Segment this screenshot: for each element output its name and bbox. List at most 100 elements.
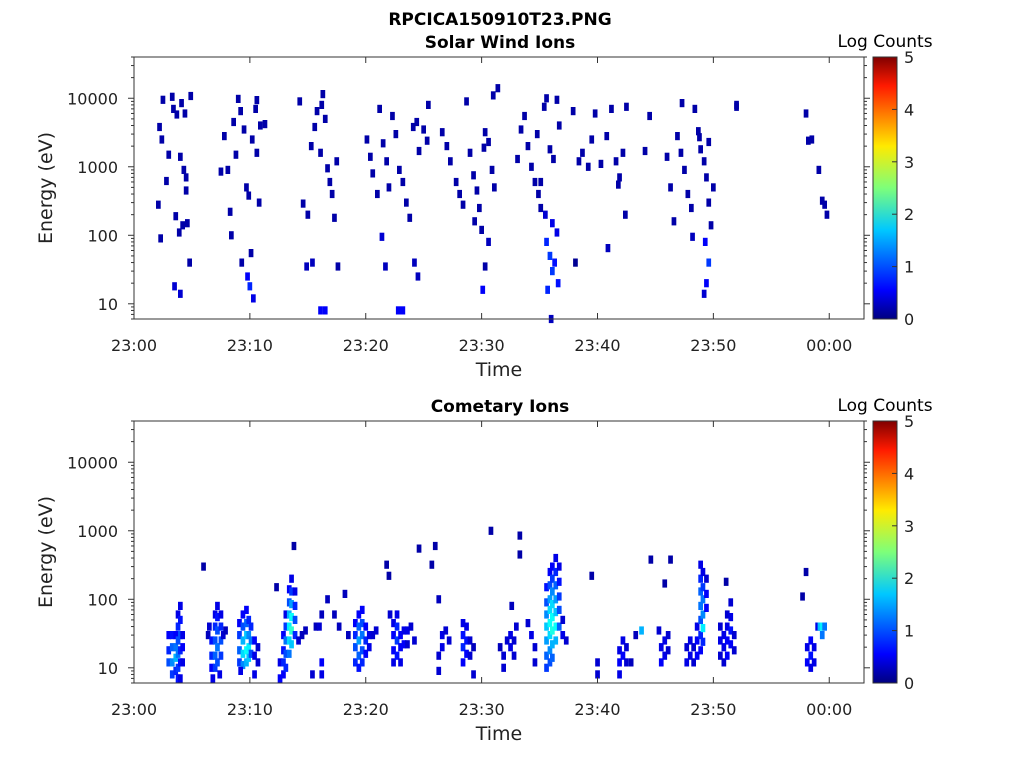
data-cell: [222, 132, 227, 141]
data-cell: [698, 560, 703, 569]
data-cell: [274, 583, 279, 592]
data-cell: [169, 631, 175, 640]
data-cell: [662, 651, 668, 660]
data-cell: [172, 282, 177, 291]
data-cell: [181, 165, 187, 174]
data-cell: [685, 189, 691, 199]
data-cell: [332, 213, 337, 222]
data-cell: [724, 636, 730, 645]
data-cell: [819, 196, 825, 205]
data-cell: [254, 96, 260, 105]
data-cell: [436, 651, 442, 660]
data-cell: [656, 626, 662, 635]
colorbar-tick-label: 2: [904, 569, 914, 588]
data-cell: [407, 213, 413, 222]
x-tick-label: 23:30: [459, 336, 505, 355]
data-cell: [694, 636, 700, 645]
data-cell: [553, 595, 559, 604]
colorbar-title: Log Counts: [837, 32, 932, 52]
data-cell: [509, 601, 515, 610]
x-tick-label: 23:10: [227, 336, 273, 355]
data-cell: [700, 595, 706, 604]
data-cell: [325, 164, 330, 173]
data-cell: [320, 90, 326, 99]
data-cell: [353, 619, 358, 628]
data-cell: [283, 649, 289, 658]
data-cell: [244, 658, 249, 667]
data-cell: [731, 631, 737, 640]
y-tick-label: 10: [98, 295, 118, 314]
data-cell: [648, 555, 654, 564]
data-cell: [525, 619, 531, 628]
data-cell: [718, 622, 723, 631]
data-cell: [556, 562, 562, 571]
data-cell: [387, 610, 393, 619]
data-cell: [178, 674, 183, 683]
data-cell: [289, 600, 294, 609]
data-cell: [724, 610, 730, 619]
data-cell: [576, 157, 582, 166]
data-cell: [816, 165, 822, 174]
data-cell: [281, 670, 286, 679]
data-cell: [364, 135, 370, 144]
data-cell: [158, 234, 163, 243]
data-cell: [690, 232, 695, 241]
data-cell: [675, 132, 680, 141]
data-cell: [174, 110, 180, 119]
data-cell: [439, 128, 445, 137]
data-cell: [556, 592, 562, 601]
data-cell: [617, 173, 622, 182]
data-layer: [156, 84, 830, 324]
data-cell: [809, 135, 815, 144]
data-cell: [701, 157, 707, 166]
colorbar-tick-label: 4: [904, 464, 914, 483]
data-cell: [547, 251, 553, 260]
data-cell: [684, 643, 690, 652]
data-cell: [416, 146, 422, 156]
data-cell: [550, 640, 555, 649]
data-cell: [472, 217, 477, 226]
data-cell: [811, 643, 817, 652]
data-cell: [209, 651, 214, 660]
data-cell: [429, 560, 435, 569]
data-cell: [486, 137, 491, 147]
data-cell: [296, 636, 301, 645]
data-cell: [277, 674, 283, 683]
data-cell: [439, 643, 445, 652]
data-cell: [227, 207, 233, 216]
data-cell: [207, 622, 212, 631]
data-cell: [363, 622, 369, 631]
data-cell: [370, 631, 376, 640]
data-cell: [414, 117, 420, 127]
data-cell: [359, 605, 365, 614]
plot-frame: [133, 56, 865, 320]
data-cell: [592, 109, 598, 118]
data-cell: [497, 643, 503, 652]
data-cell: [554, 95, 560, 104]
data-cell: [246, 191, 252, 200]
data-cell: [800, 592, 805, 601]
data-cell: [806, 136, 811, 145]
data-cell: [556, 605, 562, 614]
data-cell: [453, 177, 459, 187]
data-cell: [467, 636, 473, 645]
data-cell: [380, 139, 386, 148]
data-cell: [700, 567, 706, 577]
data-cell: [446, 636, 452, 645]
cometary-ions-panel: Cometary Ions 23:00 23:10 23:20 23:30 23:40 2…: [35, 396, 933, 745]
data-cell: [704, 589, 709, 598]
data-cell: [175, 610, 181, 619]
data-cell: [550, 219, 555, 228]
data-cell: [658, 658, 664, 667]
data-cell: [390, 111, 395, 121]
data-cell: [811, 658, 817, 667]
data-cell: [448, 157, 453, 166]
data-cell: [547, 619, 553, 628]
y-tick-label: 10000: [67, 453, 118, 472]
data-cell: [218, 651, 224, 660]
data-cell: [246, 643, 252, 652]
data-cell: [436, 595, 442, 604]
y-axis-label: Energy (eV): [35, 132, 57, 244]
colorbar-tick-label: 3: [904, 153, 914, 172]
data-cell: [439, 631, 445, 640]
